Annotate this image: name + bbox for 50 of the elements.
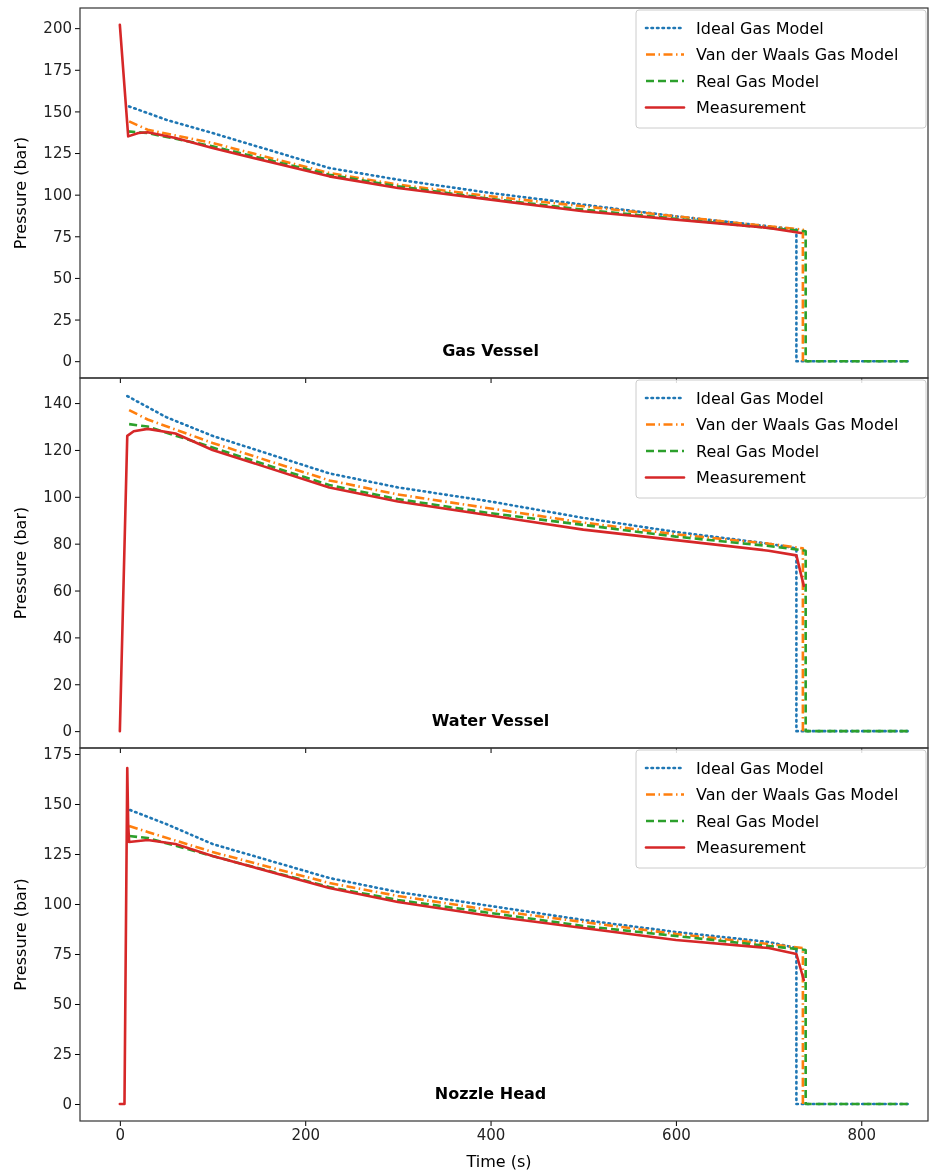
y-tick-label: 20 [52, 675, 72, 694]
annotation: Gas Vessel [442, 341, 539, 360]
y-tick-label: 40 [52, 628, 72, 647]
y-tick-label: 120 [43, 441, 72, 460]
legend-label: Measurement [696, 98, 806, 117]
y-tick-label: 100 [43, 488, 72, 507]
y-tick-label: 60 [52, 581, 72, 600]
y-tick-label: 50 [52, 995, 72, 1014]
y-tick-label: 25 [52, 310, 72, 329]
legend-label: Ideal Gas Model [696, 388, 824, 408]
y-tick-label: 75 [52, 227, 72, 246]
y-tick-label: 140 [43, 394, 72, 413]
y-axis-title: Pressure (bar) [11, 878, 30, 991]
legend-label: Van der Waals Gas Model [696, 785, 899, 804]
y-tick-label: 125 [43, 845, 72, 864]
x-tick-label: 0 [115, 1125, 126, 1144]
y-tick-label: 150 [43, 795, 72, 814]
y-tick-label: 50 [52, 269, 72, 288]
legend-label: Real Gas Model [696, 811, 820, 831]
x-tick-label: 600 [662, 1125, 691, 1144]
y-tick-label: 0 [62, 722, 72, 741]
y-tick-label: 0 [62, 1095, 72, 1114]
legend-label: Van der Waals Gas Model [696, 415, 899, 434]
legend-label: Measurement [696, 468, 806, 487]
y-tick-label: 80 [52, 534, 72, 553]
y-tick-label: 25 [52, 1045, 72, 1064]
x-tick-label: 400 [476, 1125, 506, 1144]
y-tick-label: 125 [43, 144, 72, 163]
y-tick-label: 100 [43, 185, 72, 204]
x-tick-label: 200 [291, 1125, 321, 1144]
y-tick-label: 175 [43, 61, 72, 80]
legend-label: Ideal Gas Model [696, 18, 824, 38]
legend-label: Real Gas Model [696, 441, 820, 461]
y-tick-label: 150 [43, 102, 72, 121]
y-tick-label: 100 [43, 895, 72, 914]
y-tick-label: 0 [62, 352, 72, 371]
y-tick-label: 175 [43, 745, 72, 764]
legend-label: Van der Waals Gas Model [696, 45, 899, 64]
y-axis-title: Pressure (bar) [11, 136, 30, 250]
annotation: Water Vessel [431, 711, 550, 730]
annotation: Nozzle Head [434, 1084, 547, 1103]
y-tick-label: 200 [43, 19, 72, 38]
legend-label: Measurement [696, 838, 806, 857]
legend-label: Ideal Gas Model [696, 758, 824, 778]
y-tick-label: 75 [52, 945, 72, 964]
line-series [127, 120, 805, 363]
x-tick-label: 800 [847, 1125, 877, 1144]
legend-label: Real Gas Model [696, 71, 820, 91]
y-axis-title: Pressure (bar) [11, 506, 30, 620]
x-axis-title: Time (s) [465, 1152, 532, 1171]
